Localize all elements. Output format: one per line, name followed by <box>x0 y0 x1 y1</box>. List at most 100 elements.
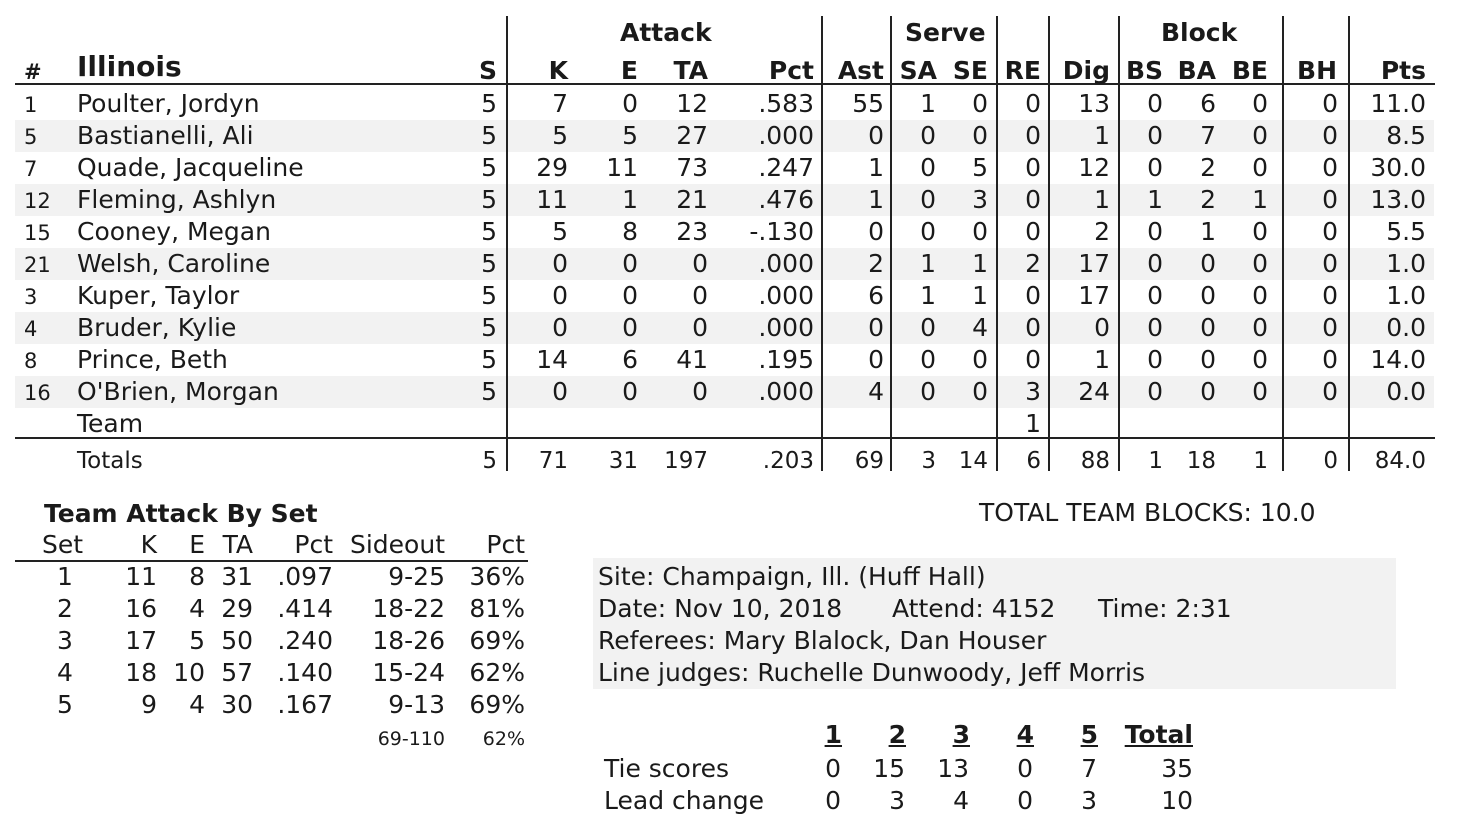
player-number: 16 <box>24 381 51 405</box>
player-row: 8 Prince, Beth 5 14 6 41 .195 0 0 0 0 1 0 0 0 0 14.0 <box>0 344 1459 376</box>
stat-pts: 1.0 <box>1386 249 1426 278</box>
total-s: 5 <box>482 448 497 474</box>
set-cell: 18-22 <box>372 594 445 623</box>
stat-be: 0 <box>1252 121 1268 150</box>
stat-sa: 0 <box>920 217 936 246</box>
player-name: Welsh, Caroline <box>77 249 271 278</box>
set-cell: 5 <box>189 626 205 655</box>
stat-bs: 0 <box>1147 281 1163 310</box>
block-group-header: Block <box>1161 18 1238 47</box>
stat-sa: 1 <box>920 249 936 278</box>
stat-ta: 21 <box>676 185 708 214</box>
stat-sa: 0 <box>920 121 936 150</box>
stat-be: 0 <box>1252 249 1268 278</box>
set-cell: 4 <box>57 658 73 687</box>
total-sa: 3 <box>921 448 936 474</box>
set-column-header: K <box>140 530 157 559</box>
stat-be: 0 <box>1252 313 1268 342</box>
column-header-re: RE <box>1004 56 1041 85</box>
stat-s: 5 <box>481 249 497 278</box>
tie-value: 35 <box>1161 754 1193 783</box>
stat-e: 5 <box>622 121 638 150</box>
total-ba: 18 <box>1186 448 1216 474</box>
stat-se: 1 <box>972 281 988 310</box>
set-row: 4 18 10 57 .140 15-24 62% <box>0 658 560 690</box>
player-name: Kuper, Taylor <box>77 281 240 310</box>
stat-re: 0 <box>1025 313 1041 342</box>
stat-ast: 6 <box>868 281 884 310</box>
stat-dig: 17 <box>1078 281 1110 310</box>
set-cell: 9 <box>141 690 157 719</box>
column-header-e: E <box>620 56 638 85</box>
set-cell: 62% <box>469 658 525 687</box>
time-info: Time: 2:31 <box>1098 594 1232 623</box>
tie-column-header: 3 <box>952 720 970 749</box>
total-bh: 0 <box>1323 448 1338 474</box>
stat-k: 0 <box>552 313 568 342</box>
set-cell: 5 <box>57 690 73 719</box>
set-cell: 50 <box>221 626 253 655</box>
stat-re: 0 <box>1025 345 1041 374</box>
set-cell: 8 <box>189 562 205 591</box>
stat-s: 5 <box>481 153 497 182</box>
date-info: Date: Nov 10, 2018 <box>598 594 843 623</box>
game-info-box: Site: Champaign, Ill. (Huff Hall) Date: … <box>593 558 1396 689</box>
stat-ta: 27 <box>676 121 708 150</box>
stat-ta: 0 <box>692 249 708 278</box>
set-cell: .414 <box>277 594 333 623</box>
stat-s: 5 <box>481 217 497 246</box>
stat-se: 4 <box>972 313 988 342</box>
stat-pct: .000 <box>758 377 814 406</box>
stat-bh: 0 <box>1322 281 1338 310</box>
set-cell: 3 <box>57 626 73 655</box>
tie-lead-table: 1 2 3 4 5 Total Tie scores 0 15 13 0 7 35 Lead change… <box>0 718 1459 818</box>
column-header-bs: BS <box>1125 56 1163 85</box>
stat-bs: 0 <box>1147 89 1163 118</box>
column-header-se: SE <box>952 56 988 85</box>
column-header-dig: Dig <box>1062 56 1110 85</box>
player-number: 12 <box>24 189 51 213</box>
stat-s: 5 <box>481 281 497 310</box>
stat-se: 0 <box>972 377 988 406</box>
stat-ta: 23 <box>676 217 708 246</box>
stat-dig: 24 <box>1078 377 1110 406</box>
stat-re: 0 <box>1025 217 1041 246</box>
stat-sa: 0 <box>920 153 936 182</box>
player-row: 15 Cooney, Megan 5 5 8 23 -.130 0 0 0 0 2 0 1 0 0 5.5 <box>0 216 1459 248</box>
tie-value: 0 <box>825 786 841 815</box>
column-header-bh: BH <box>1297 56 1337 85</box>
stat-re: 0 <box>1025 153 1041 182</box>
referees-info: Referees: Mary Blalock, Dan Houser <box>598 626 1047 655</box>
set-cell: 9-13 <box>388 690 445 719</box>
player-row: Team 1 <box>0 408 1459 440</box>
set-cell: 29 <box>221 594 253 623</box>
stat-ta: 73 <box>676 153 708 182</box>
column-header-ast: Ast <box>837 56 884 85</box>
stat-e: 0 <box>622 377 638 406</box>
stat-ast: 4 <box>868 377 884 406</box>
stat-se: 0 <box>972 89 988 118</box>
stat-pts: 8.5 <box>1386 121 1426 150</box>
set-cell: 11 <box>125 562 157 591</box>
stat-e: 11 <box>606 153 638 182</box>
player-name: Poulter, Jordyn <box>77 89 260 118</box>
set-cell: 4 <box>189 594 205 623</box>
team-name: Illinois <box>77 50 182 83</box>
set-cell: 57 <box>221 658 253 687</box>
set-cell: 36% <box>469 562 525 591</box>
set-cell: .140 <box>277 658 333 687</box>
stat-bs: 0 <box>1147 377 1163 406</box>
stat-pct: .000 <box>758 281 814 310</box>
stat-k: 29 <box>536 153 568 182</box>
tie-value: 0 <box>825 754 841 783</box>
tie-column-header: 1 <box>824 720 842 749</box>
stat-ast: 1 <box>868 153 884 182</box>
stat-s: 5 <box>481 121 497 150</box>
stat-ta: 0 <box>692 281 708 310</box>
stat-pts: 5.5 <box>1386 217 1426 246</box>
stat-pct: -.130 <box>749 217 814 246</box>
set-cell: .167 <box>277 690 333 719</box>
stat-se: 5 <box>972 153 988 182</box>
stat-bs: 1 <box>1147 185 1163 214</box>
set-column-header: Set <box>42 530 84 559</box>
